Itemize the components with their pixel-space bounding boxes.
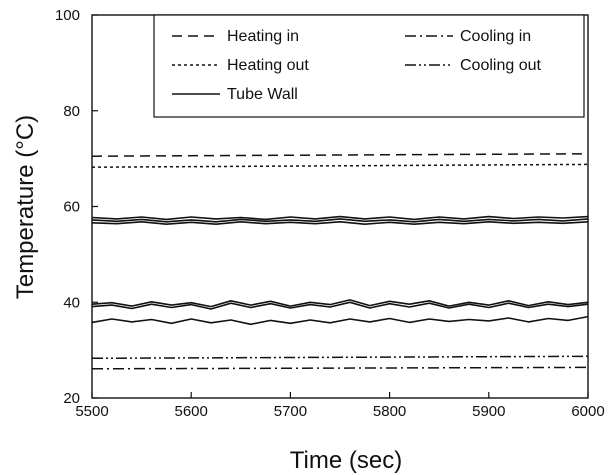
legend: Heating in Cooling in Heating out Cooling o… xyxy=(153,14,585,118)
series-line-tube-wall-5 xyxy=(91,299,589,308)
legend-label-heating-in: Heating in xyxy=(227,28,299,45)
legend-label-cooling-out: Cooling out xyxy=(460,57,542,74)
plot-lines xyxy=(91,153,589,370)
x-tick-label-6000: 6000 xyxy=(571,403,604,420)
legend-label-heating-out: Heating out xyxy=(227,57,309,74)
legend-label-tube-wall: Tube Wall xyxy=(227,86,298,103)
y-tick-label-80: 80 xyxy=(63,103,80,120)
y-tick-label-40: 40 xyxy=(63,294,80,311)
series-line-cooling-out-9 xyxy=(91,355,589,360)
x-tick-label-5800: 5800 xyxy=(373,403,406,420)
legend-items: Heating in Cooling in Heating out Cooling o… xyxy=(172,28,542,103)
x-tick-label-5500: 5500 xyxy=(75,403,108,420)
y-ticks: 20 40 60 80 100 xyxy=(55,7,98,407)
x-ticks: 5500 5600 5700 5800 5900 6000 xyxy=(75,392,605,420)
series-line-tube-wall-3 xyxy=(91,218,589,223)
series-line-tube-wall-7 xyxy=(91,315,589,326)
x-axis-label: Time (sec) xyxy=(290,447,402,474)
series-line-tube-wall-6 xyxy=(91,301,589,310)
legend-frame xyxy=(153,14,585,118)
y-axis-label: Temperature (°C) xyxy=(12,115,39,299)
x-tick-label-5600: 5600 xyxy=(175,403,208,420)
y-tick-label-100: 100 xyxy=(55,7,80,24)
series-line-tube-wall-4 xyxy=(91,221,589,225)
y-tick-label-60: 60 xyxy=(63,199,80,216)
y-tick-label-20: 20 xyxy=(63,390,80,407)
series-line-heating-in-0 xyxy=(91,153,589,157)
legend-label-cooling-in: Cooling in xyxy=(460,28,531,45)
series-line-tube-wall-2 xyxy=(91,215,589,221)
series-line-heating-out-1 xyxy=(91,163,589,168)
x-tick-label-5700: 5700 xyxy=(274,403,307,420)
series-line-cooling-in-8 xyxy=(91,366,589,370)
x-tick-label-5900: 5900 xyxy=(472,403,505,420)
